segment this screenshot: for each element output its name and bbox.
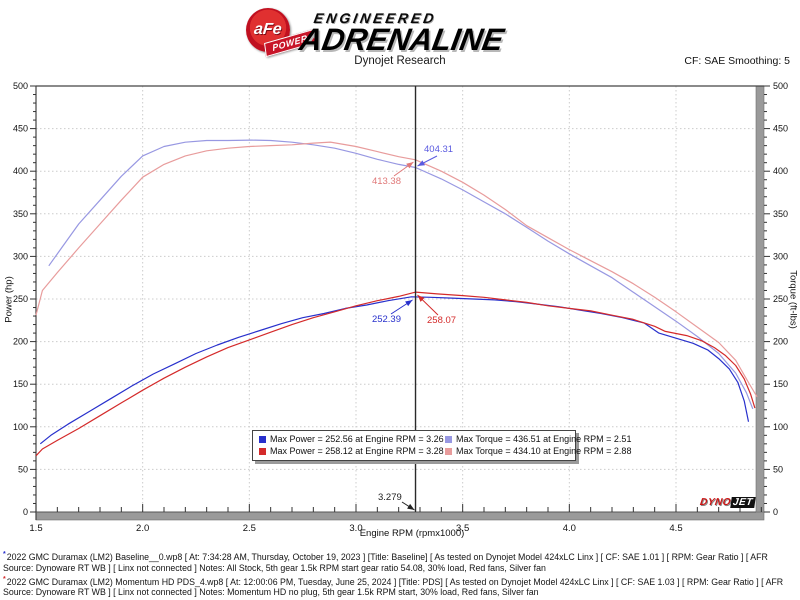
x-tick-label: 4.5 [669,523,682,534]
legend-box: Max Power = 252.56 at Engine RPM = 3.26 M… [252,430,631,461]
x-tick-label: 3.0 [349,523,362,534]
annotation-arrowhead [407,503,415,510]
smoothing-setting: CF: SAE Smoothing: 5 [684,55,790,67]
legend-label: Max Torque = 436.51 at Engine RPM = 2.51 [456,434,632,444]
annotation-label: 413.38 [372,176,401,187]
curve-torque-pds [35,141,758,398]
y-tick-label-right: 150 [773,379,788,389]
x-tick-label: 3.5 [456,523,469,534]
y-tick-label-right: 100 [773,422,788,432]
legend-power-entry: Max Power = 252.56 at Engine RPM = 3.26 [257,434,444,444]
dynojet-watermark: DYNOJET [699,497,756,508]
y-tick-label-left: 200 [13,337,28,347]
chart-svg: 0 0 50 50 100 100 150 150 200 200 250 250 300 300 350 3… [13,81,788,534]
report-header: aFe POWER ENGINEERED ADRENALINE Dynojet … [0,0,800,76]
y-tick-label-left: 0 [23,507,28,517]
run-description: 2022 GMC Duramax (LM2) Baseline__0.wp8 [… [3,551,768,573]
run-marker-icon: * [3,551,6,558]
run-marker-icon: * [3,575,6,583]
legend-row: Max Power = 258.12 at Engine RPM = 3.28 M… [257,445,631,457]
legend-torque-entry: Max Torque = 434.10 at Engine RPM = 2.88 [443,446,631,456]
y-tick-label-left: 250 [13,294,28,304]
y-tick-label-right: 400 [773,166,788,176]
y-tick-label-right: 350 [773,209,788,219]
legend-label: Max Power = 252.56 at Engine RPM = 3.26 [270,434,444,444]
adrenaline-text: ADRENALINE [297,22,507,57]
annotation-label: 3.279 [378,492,402,503]
y-tick-label-right: 0 [773,507,778,517]
annotation-arrowhead [405,300,413,307]
legend-power-entry: Max Power = 258.12 at Engine RPM = 3.28 [257,446,444,456]
y-tick-label-right: 450 [773,124,788,134]
y-tick-label-left: 50 [18,464,28,474]
x-tick-label: 4.0 [563,523,576,534]
y-axis-title-torque: Torque (ft-lbs) [787,270,799,329]
x-tick-label: 1.5 [29,523,42,534]
dynojet-jet-text: JET [730,497,756,508]
run-info-line: *2022 GMC Duramax (LM2) Baseline__0.wp8 … [3,550,797,574]
y-tick-label-left: 400 [13,166,28,176]
legend-row: Max Power = 252.56 at Engine RPM = 3.26 M… [257,433,631,445]
y-tick-label-left: 300 [13,251,28,261]
legend-torque-entry: Max Torque = 436.51 at Engine RPM = 2.51 [443,434,631,444]
y-tick-label-right: 300 [773,251,788,261]
dynojet-dyno-text: DYNO [699,497,732,508]
y-tick-label-right: 50 [773,464,783,474]
y-tick-label-right: 250 [773,294,788,304]
legend-swatch-icon [445,435,452,443]
legend-label: Max Power = 258.12 at Engine RPM = 3.28 [270,446,444,456]
afe-logo-text: aFe [253,21,283,38]
y-tick-label-left: 150 [13,379,28,389]
bottom-axis-bar [35,511,765,521]
annotation-label: 258.07 [427,315,456,326]
run-description: 2022 GMC Duramax (LM2) Momentum HD PDS_4… [3,576,784,598]
afe-power-logo: aFe POWER ENGINEERED ADRENALINE [238,6,568,58]
annotation-arrowhead [417,160,426,166]
legend-label: Max Torque = 434.10 at Engine RPM = 2.88 [456,446,632,456]
y-tick-label-left: 100 [13,422,28,432]
annotation-label: 404.31 [424,144,453,155]
curve-power-pds [35,291,756,457]
run-info-line: *2022 GMC Duramax (LM2) Momentum HD PDS_… [3,575,797,599]
legend-swatch-icon [259,447,266,455]
y-tick-label-left: 500 [13,81,28,91]
x-tick-label: 2.5 [243,523,256,534]
legend-swatch-icon [259,435,266,443]
annotation-label: 252.39 [372,314,401,325]
annotation-arrowhead [406,162,414,169]
x-tick-label: 2.0 [136,523,149,534]
legend-swatch-icon [445,447,452,455]
y-tick-label-left: 350 [13,209,28,219]
curve-torque-baseline [48,139,754,410]
curve-power-baseline [39,296,750,445]
y-tick-label-right: 500 [773,81,788,91]
y-axis-title-power: Power (hp) [3,276,15,323]
right-axis-bar [755,85,765,513]
y-tick-label-right: 200 [773,337,788,347]
run-info-footer: *2022 GMC Duramax (LM2) Baseline__0.wp8 … [3,550,797,599]
y-tick-label-left: 450 [13,124,28,134]
dyno-chart: 0 0 50 50 100 100 150 150 200 200 250 250 300 300 350 3… [0,76,800,546]
x-axis-title: Engine RPM (rpmx1000) [359,528,465,539]
page-title: Dynojet Research [354,55,446,67]
annotation-arrowhead [417,295,425,302]
